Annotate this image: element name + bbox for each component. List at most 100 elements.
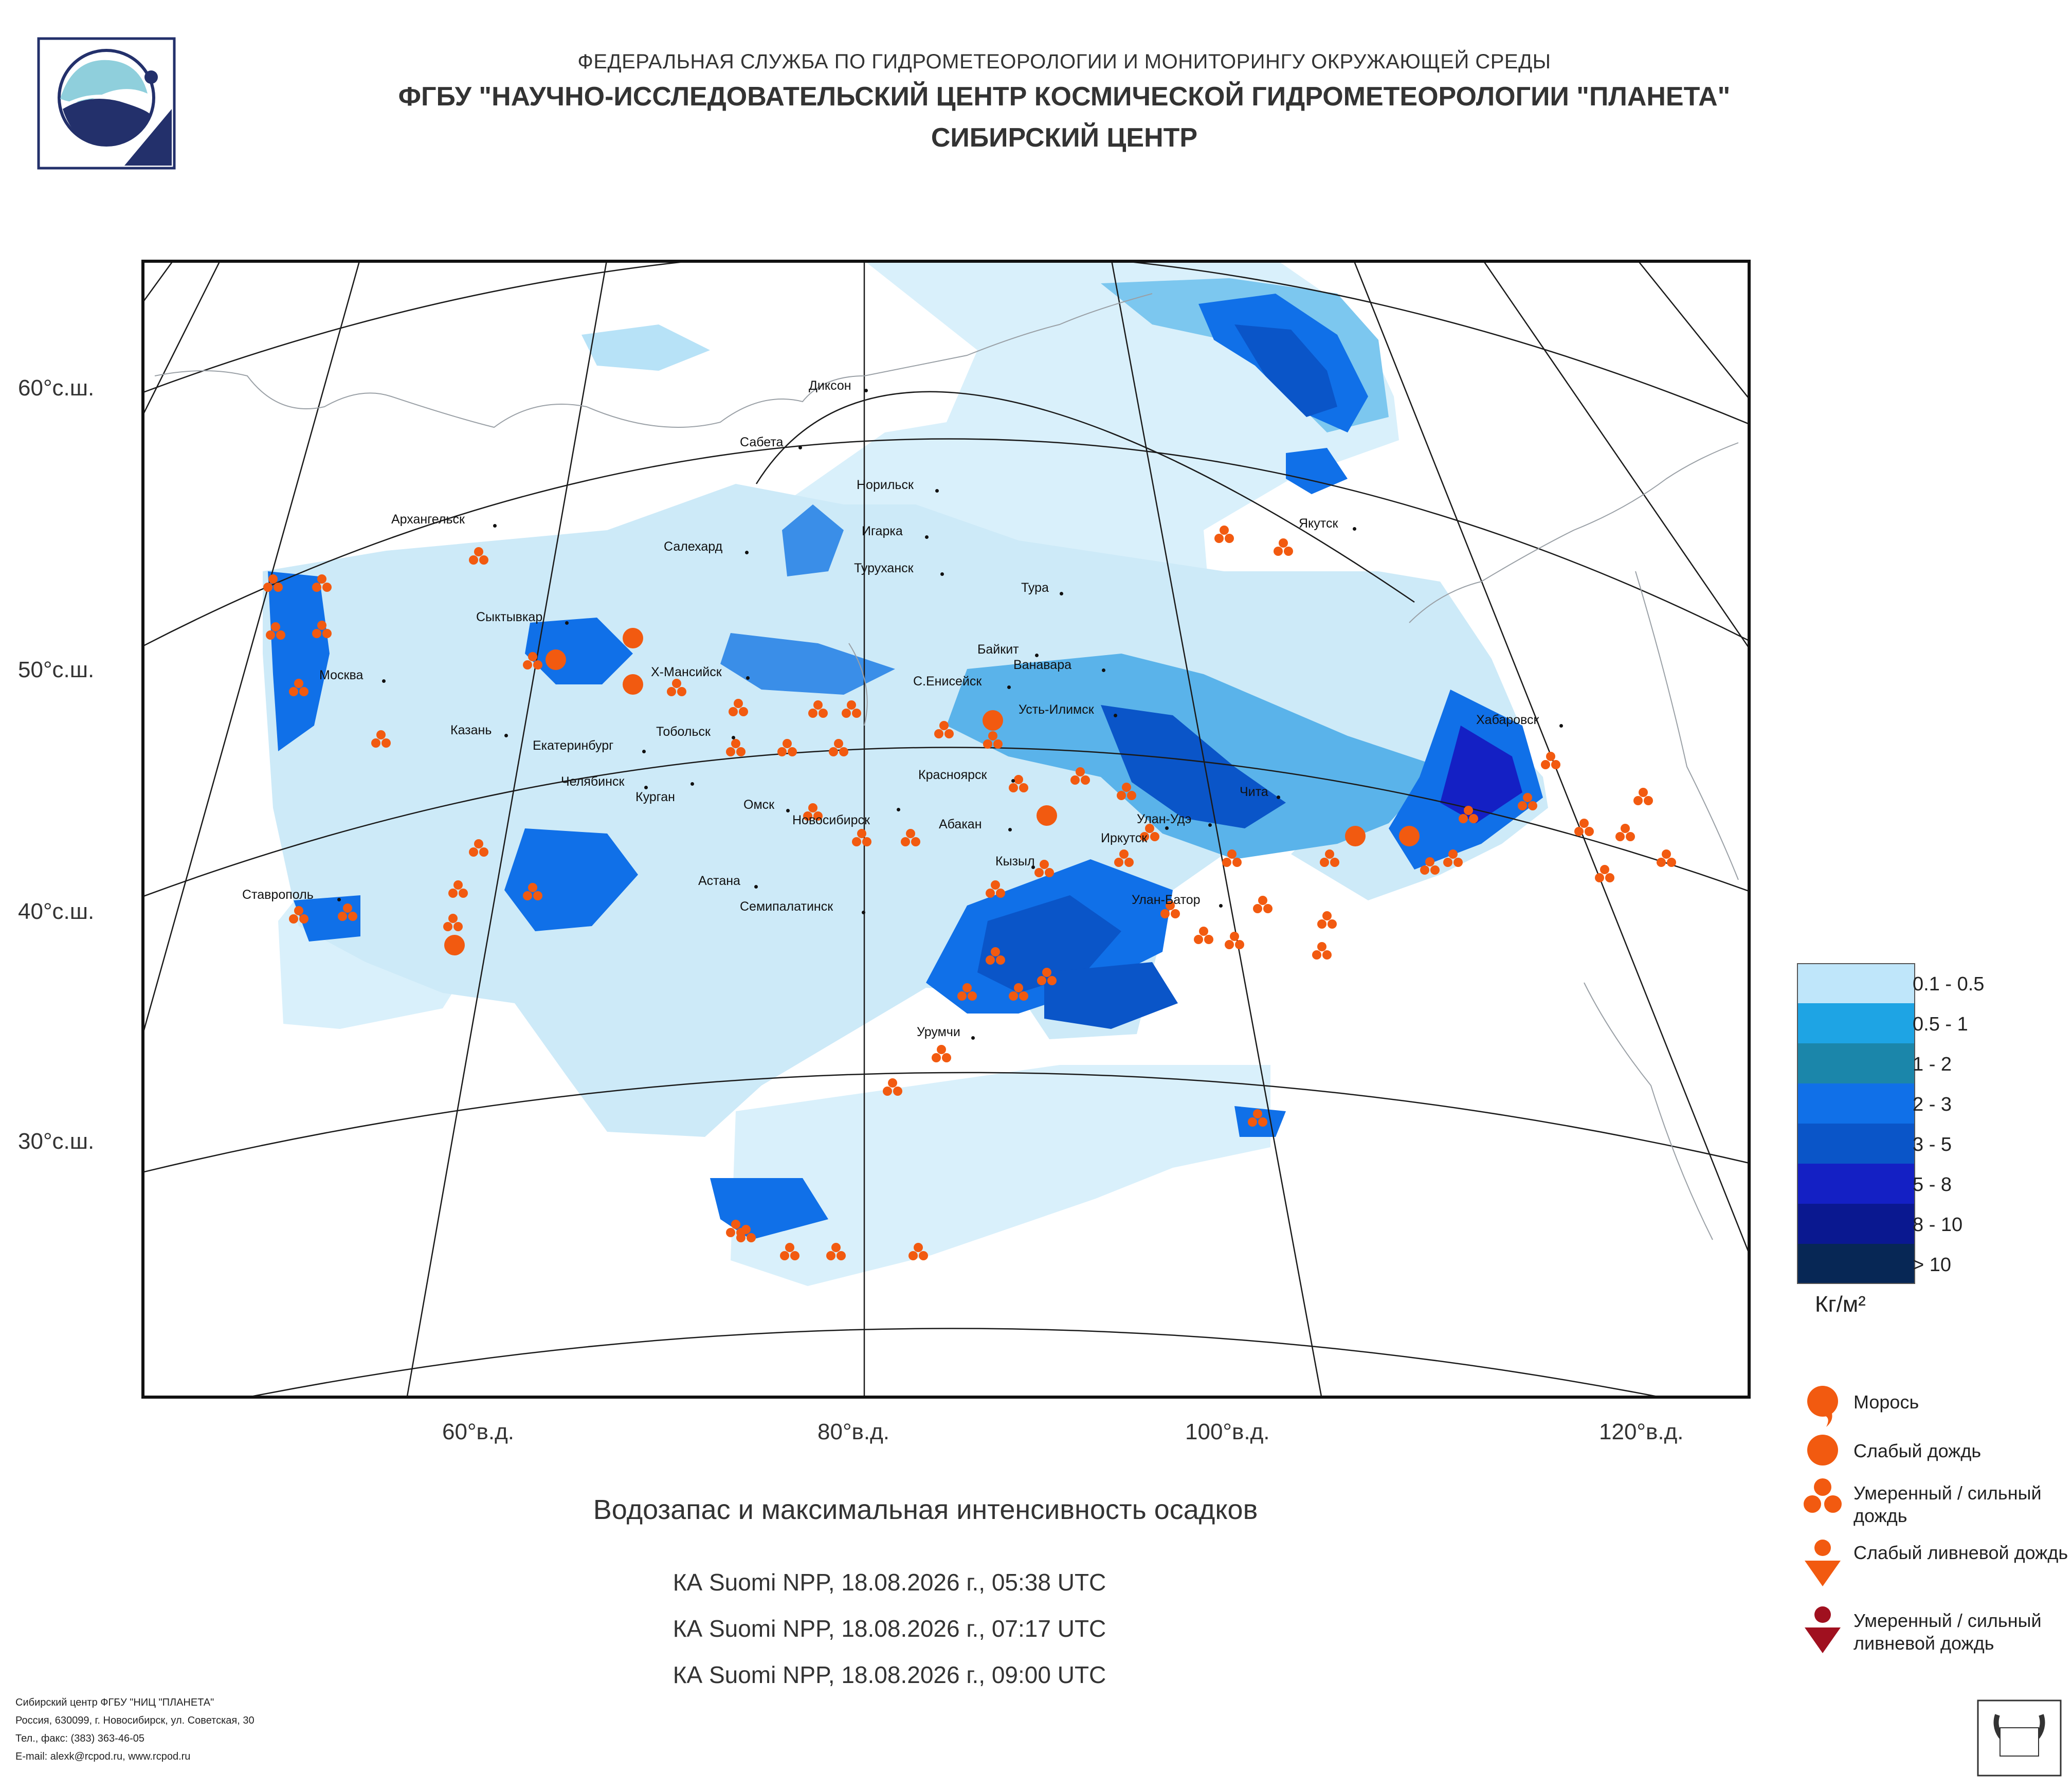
legend-swatch xyxy=(1797,1043,1915,1083)
city-label: Москва xyxy=(319,668,363,682)
city-marker xyxy=(1060,592,1063,595)
city-marker xyxy=(644,786,648,789)
city-label: Тура xyxy=(1021,581,1049,595)
city-label: Игарка xyxy=(862,524,903,538)
center-title: СИБИРСКИЙ ЦЕНТР xyxy=(931,123,1198,153)
legend-label: 0.5 - 1 xyxy=(1913,1014,1968,1035)
precipitation-map: Диксон Сабета Норильск Архангельск Салех… xyxy=(141,260,1751,1399)
city-label: Красноярск xyxy=(918,768,987,782)
institute-title: ФГБУ "НАУЧНО-ИССЛЕДОВАТЕЛЬСКИЙ ЦЕНТР КОС… xyxy=(398,82,1731,112)
city-label: Улан-Удэ xyxy=(1137,812,1192,826)
city-marker xyxy=(935,489,939,493)
city-label: Омск xyxy=(743,798,775,812)
legend-swatch xyxy=(1797,1164,1915,1204)
city-label: Байкит xyxy=(977,642,1019,657)
city-marker xyxy=(746,676,750,680)
footer-address: Россия, 630099, г. Новосибирск, ул. Сове… xyxy=(15,1715,255,1726)
city-label: Урумчи xyxy=(917,1025,960,1039)
city-label: Курган xyxy=(635,790,675,804)
pass-line: КА Suomi NPP, 18.08.2026 г., 05:38 UTC xyxy=(673,1569,1106,1596)
pass-line: КА Suomi NPP, 18.08.2026 г., 09:00 UTC xyxy=(673,1661,1106,1688)
city-label: Ставрополь xyxy=(242,888,314,902)
lon-label: 80°в.д. xyxy=(817,1419,890,1444)
footer-org: Сибирский центр ФГБУ "НИЦ "ПЛАНЕТА" xyxy=(15,1697,214,1708)
city-marker xyxy=(1208,823,1212,827)
city-marker xyxy=(1219,904,1223,908)
light-rain-icon xyxy=(1807,1435,1838,1466)
city-label: Абакан xyxy=(939,817,982,831)
city-marker xyxy=(940,572,944,576)
agency-title: ФЕДЕРАЛЬНАЯ СЛУЖБА ПО ГИДРОМЕТЕОРОЛОГИИ … xyxy=(577,50,1551,73)
city-marker xyxy=(897,808,900,811)
city-marker xyxy=(732,736,735,739)
lat-label: 50°с.ш. xyxy=(18,657,95,682)
legend-label: 3 - 5 xyxy=(1913,1134,1952,1155)
legend-label: 2 - 3 xyxy=(1913,1094,1952,1115)
lon-label: 60°в.д. xyxy=(442,1419,515,1444)
pass-line: КА Suomi NPP, 18.08.2026 г., 07:17 UTC xyxy=(673,1615,1106,1642)
city-marker xyxy=(754,885,758,889)
city-marker xyxy=(1035,654,1039,657)
legend-swatch xyxy=(1797,1003,1915,1043)
city-marker xyxy=(493,524,497,528)
light-shower-icon xyxy=(1805,1540,1841,1586)
legend-label: > 10 xyxy=(1913,1254,1952,1276)
city-label: Кызыл xyxy=(995,854,1035,869)
light-rain-markers xyxy=(444,628,1420,955)
city-marker xyxy=(565,621,569,625)
city-label: Астана xyxy=(698,874,740,888)
city-label: Екатеринбург xyxy=(533,738,614,753)
city-label: Казань xyxy=(450,723,492,737)
legend-swatch xyxy=(1797,1124,1915,1164)
city-label: Архангельск xyxy=(391,512,465,527)
legend-label: 1 - 2 xyxy=(1913,1054,1952,1075)
city-label: Усть-Илимск xyxy=(1019,702,1094,717)
city-marker xyxy=(690,782,694,786)
city-label: Новосибирск xyxy=(792,813,870,827)
city-marker xyxy=(798,446,802,449)
city-marker xyxy=(1353,527,1356,531)
city-marker xyxy=(1114,714,1117,717)
city-label: Семипалатинск xyxy=(740,899,833,914)
city-marker xyxy=(864,389,868,392)
planeta-logo xyxy=(37,37,176,170)
lat-label: 60°с.ш. xyxy=(18,375,95,401)
city-label: С.Енисейск xyxy=(913,674,982,689)
legend-label: 8 - 10 xyxy=(1913,1214,1963,1236)
legend-unit: Кг/м² xyxy=(1815,1292,1866,1317)
city-marker xyxy=(925,535,929,539)
coastlines xyxy=(154,293,1739,1240)
city-label: Улан-Батор xyxy=(1132,893,1201,907)
city-label: Иркутск xyxy=(1101,831,1148,845)
city-label: Сабета xyxy=(740,435,784,449)
moderate-rain-icon xyxy=(1804,1478,1842,1513)
legend-swatch xyxy=(1797,1204,1915,1244)
symbol-label: Морось xyxy=(1853,1391,1919,1413)
legend-label: 5 - 8 xyxy=(1913,1174,1952,1196)
city-label: Х-Мансийск xyxy=(651,665,722,679)
map-canvas xyxy=(144,263,1748,1396)
city-marker xyxy=(1277,795,1280,799)
symbol-label: Слабый ливневой дождь xyxy=(1853,1542,2068,1563)
city-marker xyxy=(1011,779,1015,783)
city-label: Челябинск xyxy=(561,774,625,789)
legend-swatch xyxy=(1797,1083,1915,1124)
city-marker xyxy=(786,809,790,812)
city-marker xyxy=(971,1036,975,1040)
symbol-label: Слабый дождь xyxy=(1853,1440,1982,1461)
legend-swatch xyxy=(1797,1244,1915,1284)
city-marker xyxy=(1165,826,1169,830)
lat-label: 30°с.ш. xyxy=(18,1129,95,1154)
lon-label: 100°в.д. xyxy=(1185,1419,1270,1444)
iso-certification-badge xyxy=(1977,1699,2062,1777)
city-label: Тобольск xyxy=(656,725,711,739)
symbol-label: Умеренный / сильный ливневой дождь xyxy=(1853,1610,2042,1654)
legend-label: 0.1 - 0.5 xyxy=(1913,973,1985,995)
city-label: Якутск xyxy=(1299,516,1338,531)
city-marker xyxy=(1031,865,1035,869)
symbol-icons xyxy=(1804,1386,1842,1653)
symbol-label: Умеренный / сильный дождь xyxy=(1853,1482,2042,1526)
city-marker xyxy=(862,911,865,914)
city-label: Сыктывкар xyxy=(476,610,543,624)
city-label: Норильск xyxy=(857,478,914,492)
